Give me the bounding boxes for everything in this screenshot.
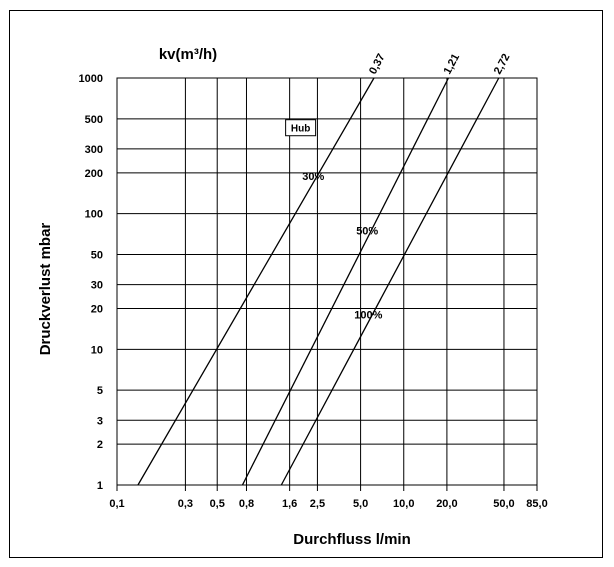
x-tick-label: 0,1 <box>109 498 124 510</box>
chart-title: kv(m³/h) <box>159 46 217 63</box>
y-tick-label: 100 <box>85 209 103 221</box>
series-line <box>241 77 450 486</box>
hub-box <box>285 119 317 137</box>
series-lines <box>137 77 500 486</box>
x-tick-label: 2,5 <box>310 498 325 510</box>
x-tick-label: 50,0 <box>493 498 514 510</box>
y-tick-label: 500 <box>85 114 103 126</box>
y-tick-label: 300 <box>85 144 103 156</box>
plot-border <box>116 77 538 486</box>
x-tick-label: 85,0 <box>526 498 547 510</box>
y-tick-label: 1000 <box>79 73 103 85</box>
hub-percent-label: 30% <box>302 171 324 183</box>
x-axis-label: Durchfluss l/min <box>293 531 411 548</box>
y-tick-label: 50 <box>91 250 103 262</box>
series-line <box>137 77 375 486</box>
axes: 1 2 3 5 10 20 30 50 100 200 300 500 1000 0,1 0,3 0,5 0,8… <box>79 73 548 510</box>
y-tick-label: 20 <box>91 303 103 315</box>
annotations: 0,37 1,21 2,72 30% 50% 100% Hub <box>285 52 513 322</box>
x-tick-label: 0,3 <box>178 498 193 510</box>
y-tick-label: 2 <box>97 439 103 451</box>
x-tick-label: 20,0 <box>436 498 457 510</box>
series-kv-label: 0,37 <box>367 52 388 77</box>
hub-box-label: Hub <box>291 124 310 135</box>
hub-percent-label: 100% <box>354 310 382 322</box>
y-tick-label: 200 <box>85 168 103 180</box>
grid <box>116 77 538 486</box>
hub-percent-label: 50% <box>356 226 378 238</box>
y-tick-label: 3 <box>97 415 103 427</box>
series-kv-label: 2,72 <box>492 52 513 77</box>
y-tick-label: 10 <box>91 344 103 356</box>
y-tick-label: 1 <box>97 480 103 492</box>
chart-frame: kv(m³/h) 1 2 3 5 10 20 30 50 100 200 300 500 1000 0,1… <box>9 10 603 558</box>
x-tick-label: 0,5 <box>210 498 225 510</box>
x-tick-label: 5,0 <box>353 498 368 510</box>
y-tick-label: 5 <box>97 385 103 397</box>
series-line <box>280 77 500 486</box>
x-tick-label: 0,8 <box>239 498 254 510</box>
chart-svg: kv(m³/h) 1 2 3 5 10 20 30 50 100 200 300 500 1000 0,1… <box>37 46 548 548</box>
x-tick-label: 1,6 <box>282 498 297 510</box>
series-kv-label: 1,21 <box>441 52 462 77</box>
y-axis-label: Druckverlust mbar <box>37 223 54 356</box>
x-tick-label: 10,0 <box>393 498 414 510</box>
y-tick-label: 30 <box>91 280 103 292</box>
